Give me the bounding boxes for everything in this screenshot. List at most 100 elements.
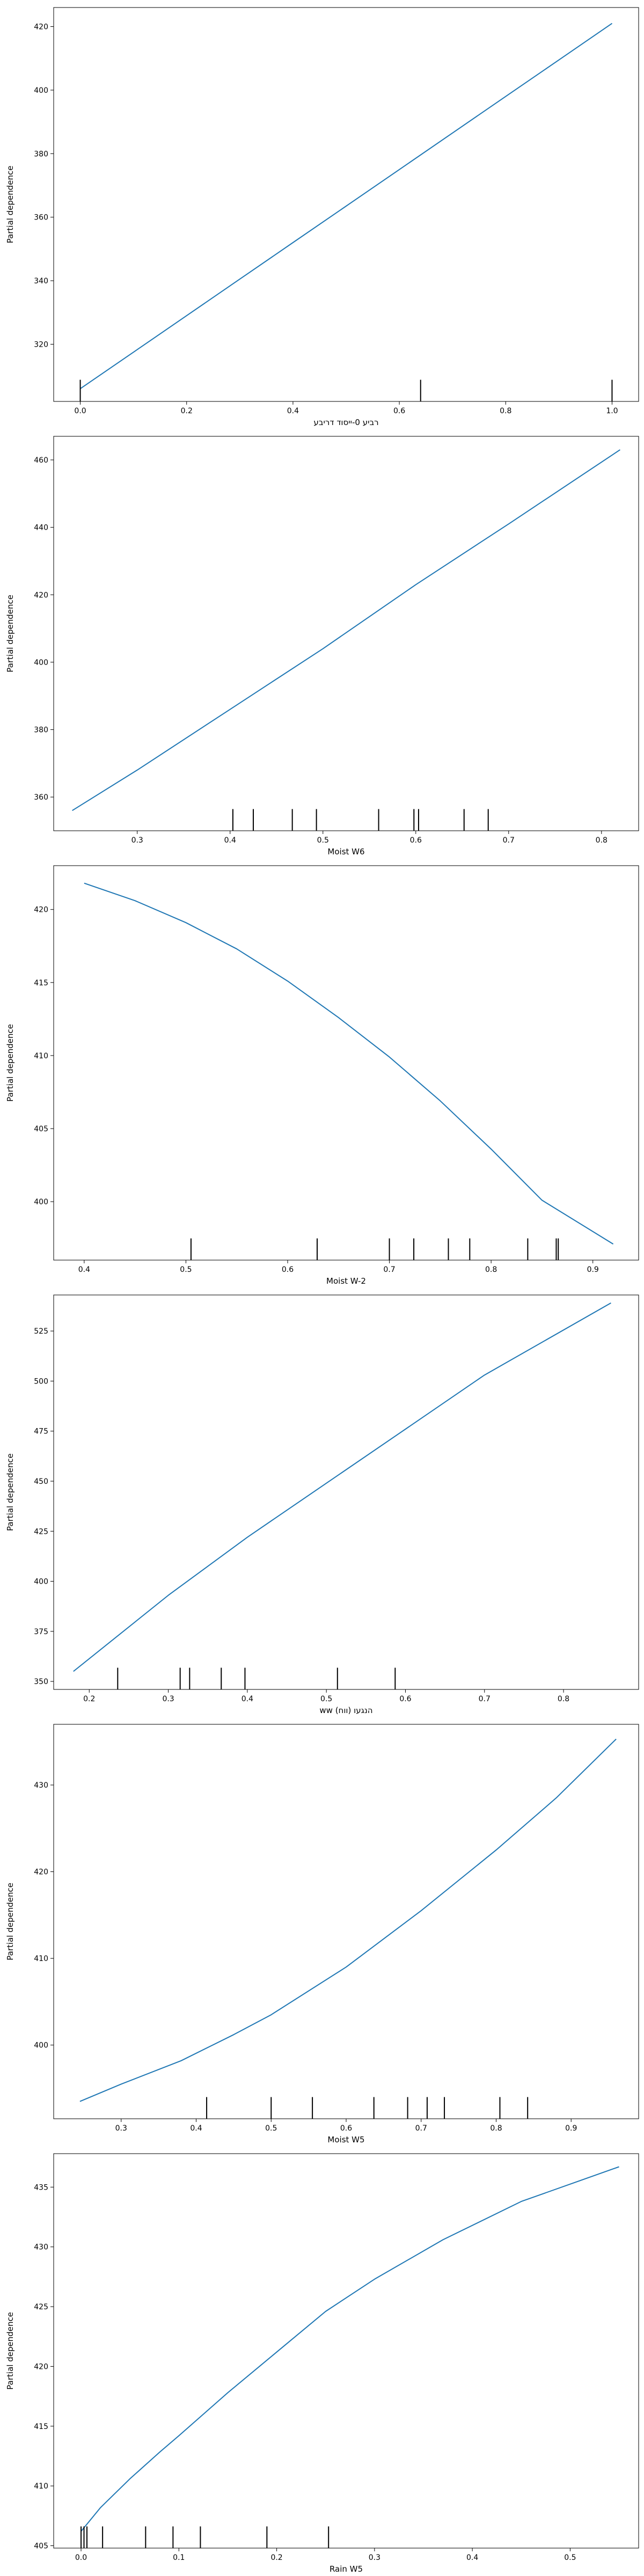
y-tick-label: 410 — [34, 1052, 48, 1060]
x-tick-label: 0.5 — [265, 2124, 277, 2133]
y-tick-label: 320 — [34, 340, 48, 349]
chart-panel-2: 0.3 0.4 0.5 0.6 0.7 0.8 360 380 400 420 440 460 Mois… — [5, 436, 639, 857]
plot-frame — [53, 1294, 639, 1690]
chart-panel-1: 0.0 0.2 0.4 0.6 0.8 1.0 320 340 360 380 400 420 רביע… — [5, 7, 639, 427]
x-tick-label: 0.4 — [78, 1265, 90, 1274]
x-tick-label: 0.4 — [287, 407, 299, 415]
y-axis-label: Partial dependence — [5, 595, 15, 672]
x-tick-label: 0.7 — [479, 1695, 491, 1703]
y-tick-label: 525 — [34, 1327, 48, 1336]
y-axis-label: Partial dependence — [5, 1024, 15, 1102]
x-tick-label: 0.3 — [162, 1695, 174, 1703]
x-tick-label: 0.8 — [500, 407, 511, 415]
y-axis-label: Partial dependence — [5, 166, 15, 244]
plot-frame — [53, 1724, 639, 2119]
x-tick-label: 1.0 — [606, 407, 618, 415]
x-tick-label: 0.0 — [75, 2553, 87, 2562]
y-tick-label: 400 — [34, 2041, 48, 2050]
x-tick-label: 0.2 — [83, 1695, 95, 1703]
x-tick-label: 0.4 — [466, 2553, 478, 2562]
y-tick-label: 415 — [34, 979, 48, 987]
x-axis-label: Moist W5 — [327, 2135, 364, 2145]
y-tick-label: 420 — [34, 23, 48, 32]
y-axis-label: Partial dependence — [5, 1883, 15, 1960]
plot-frame — [53, 865, 639, 1261]
y-tick-label: 400 — [34, 86, 48, 95]
y-tick-label: 360 — [34, 793, 48, 802]
x-tick-label: 0.6 — [340, 2124, 352, 2133]
plot-frame — [53, 2153, 639, 2549]
y-tick-label: 420 — [34, 906, 48, 914]
x-tick-label: 0.6 — [282, 1265, 294, 1274]
y-tick-label: 450 — [34, 1477, 48, 1486]
y-tick-label: 420 — [34, 591, 48, 599]
y-tick-label: 340 — [34, 277, 48, 286]
x-tick-label: 0.3 — [115, 2124, 127, 2133]
plot-frame — [53, 7, 639, 402]
x-tick-label: 0.8 — [490, 2124, 502, 2133]
partial-dependence-line — [79, 1738, 617, 2102]
y-tick-label: 420 — [34, 1868, 48, 1877]
x-tick-label: 0.5 — [317, 836, 329, 845]
x-tick-label: 0.9 — [587, 1265, 599, 1274]
x-axis-label: רביע 0-ייסוד דריבע — [313, 418, 378, 427]
y-tick-label: 400 — [34, 1578, 48, 1586]
y-tick-label: 375 — [34, 1628, 48, 1636]
x-tick-label: 0.7 — [415, 2124, 427, 2133]
chart-panel-4: 0.2 0.3 0.4 0.5 0.6 0.7 0.8 350 375 400 425 450 475 5… — [5, 1294, 639, 1715]
y-tick-label: 380 — [34, 726, 48, 735]
y-tick-label: 440 — [34, 524, 48, 532]
x-tick-label: 0.8 — [485, 1265, 497, 1274]
y-tick-label: 500 — [34, 1377, 48, 1386]
x-tick-label: 0.3 — [131, 836, 143, 845]
y-tick-label: 400 — [34, 1198, 48, 1206]
y-tick-label: 430 — [34, 2243, 48, 2252]
x-tick-label: 0.8 — [558, 1695, 569, 1703]
y-tick-label: 425 — [34, 1527, 48, 1536]
chart-panel-5: 0.3 0.4 0.5 0.6 0.7 0.8 0.9 400 410 420 430 Moist W… — [5, 1724, 639, 2145]
x-tick-label: 0.4 — [241, 1695, 253, 1703]
y-tick-label: 430 — [34, 1781, 48, 1790]
x-tick-label: 0.7 — [503, 836, 515, 845]
y-tick-label: 405 — [34, 1125, 48, 1133]
partial-dependence-line — [79, 23, 613, 390]
plot-frame — [53, 436, 639, 831]
y-tick-label: 405 — [34, 2542, 48, 2551]
x-tick-label: 0.8 — [596, 836, 608, 845]
x-tick-label: 0.6 — [399, 1695, 411, 1703]
x-tick-label: 0.7 — [383, 1265, 395, 1274]
x-tick-label: 0.9 — [565, 2124, 577, 2133]
x-tick-label: 0.6 — [393, 407, 405, 415]
y-tick-label: 415 — [34, 2423, 48, 2431]
x-tick-label: 0.4 — [224, 836, 236, 845]
partial-dependence-line — [84, 882, 614, 1245]
x-tick-label: 0.1 — [173, 2553, 185, 2562]
x-axis-label: Rain W5 — [330, 2564, 363, 2574]
y-axis-label: Partial dependence — [5, 2312, 15, 2390]
y-tick-label: 360 — [34, 214, 48, 222]
x-tick-label: 0.5 — [180, 1265, 192, 1274]
y-axis-label: Partial dependence — [5, 1453, 15, 1531]
chart-panel-6: 0.0 0.1 0.2 0.3 0.4 0.5 405 410 415 420 425 430 435 R… — [5, 2153, 639, 2574]
x-tick-label: 0.4 — [190, 2124, 202, 2133]
partial-dependence-line — [73, 1302, 611, 1672]
y-tick-label: 425 — [34, 2303, 48, 2311]
x-tick-label: 0.5 — [564, 2553, 576, 2562]
y-tick-label: 400 — [34, 658, 48, 667]
x-tick-label: 0.3 — [369, 2553, 380, 2562]
x-axis-label: Moist W6 — [327, 847, 364, 857]
y-tick-label: 380 — [34, 150, 48, 158]
x-tick-label: 0.2 — [270, 2553, 282, 2562]
y-tick-label: 475 — [34, 1428, 48, 1436]
y-tick-label: 460 — [34, 456, 48, 465]
x-axis-label: ww הנגעו (ווח) — [319, 1706, 372, 1715]
x-tick-label: 0.6 — [410, 836, 422, 845]
y-tick-label: 420 — [34, 2362, 48, 2371]
x-axis-label: Moist W-2 — [326, 1276, 366, 1286]
partial-dependence-line — [80, 2166, 619, 2532]
x-tick-label: 0.2 — [181, 407, 193, 415]
y-tick-label: 410 — [34, 1955, 48, 1963]
x-tick-label: 0.5 — [320, 1695, 332, 1703]
x-tick-label: 0.0 — [74, 407, 86, 415]
